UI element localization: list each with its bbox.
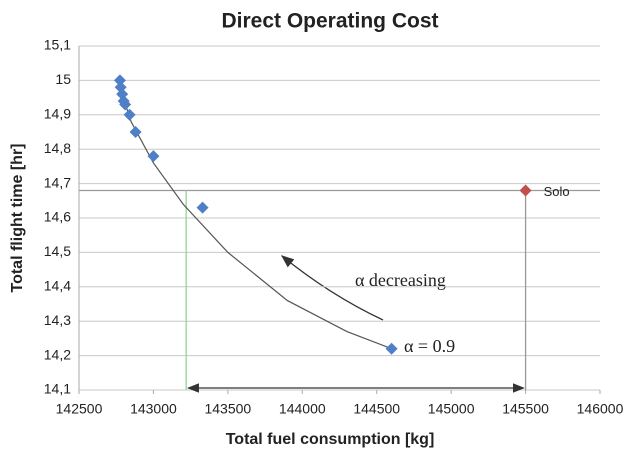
y-tick-label: 14,9 xyxy=(44,106,71,122)
y-axis-label: Total flight time [hr] xyxy=(9,143,26,292)
x-tick-label: 145500 xyxy=(502,401,549,417)
x-tick-label: 143500 xyxy=(204,401,251,417)
y-tick-label: 14,3 xyxy=(44,312,71,328)
annotation: Solo xyxy=(544,184,570,199)
x-tick-label: 143000 xyxy=(130,401,177,417)
x-tick-label: 144500 xyxy=(353,401,400,417)
y-tick-label: 15 xyxy=(55,71,71,87)
x-axis-label: Total fuel consumption [kg] xyxy=(226,431,435,448)
y-tick-label: 14,5 xyxy=(44,243,71,259)
y-tick-label: 14,7 xyxy=(44,174,71,190)
y-tick-label: 14,1 xyxy=(44,381,71,397)
x-tick-label: 144000 xyxy=(279,401,326,417)
point xyxy=(119,98,132,111)
point xyxy=(385,342,398,355)
point xyxy=(129,126,142,138)
chart-title: Direct Operating Cost xyxy=(221,10,438,33)
fit-curve xyxy=(117,80,392,350)
point xyxy=(196,201,209,214)
point xyxy=(147,150,160,163)
x-tick-label: 145000 xyxy=(428,401,475,417)
y-tick-label: 14,2 xyxy=(44,346,71,362)
point xyxy=(123,108,136,121)
y-tick-label: 14,8 xyxy=(44,140,71,156)
x-tick-label: 142500 xyxy=(56,401,103,417)
annotation: α decreasing xyxy=(355,270,446,290)
annotation: α = 0.9 xyxy=(404,336,455,356)
x-tick-label: 146000 xyxy=(577,401,624,417)
annotation-arrow xyxy=(280,255,384,321)
point xyxy=(113,74,126,87)
y-tick-label: 14,6 xyxy=(44,209,71,225)
y-tick-label: 15,1 xyxy=(44,37,71,53)
y-tick-label: 14,4 xyxy=(44,278,71,294)
point xyxy=(519,184,532,197)
